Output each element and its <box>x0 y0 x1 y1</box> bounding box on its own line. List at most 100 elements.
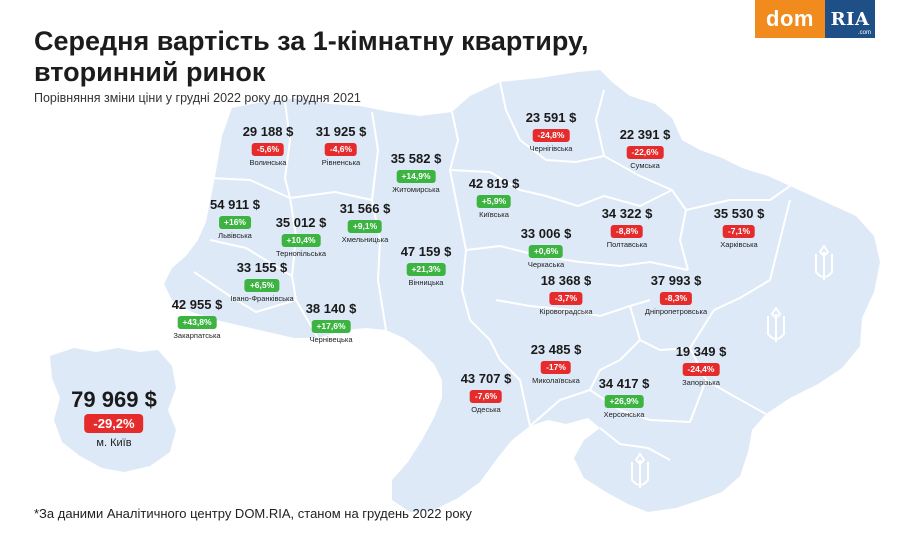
region-price: 42 955 $ <box>171 297 223 312</box>
region-volynska: 29 188 $ -5,6% Волинська <box>243 124 294 168</box>
region-price: 23 485 $ <box>530 342 582 357</box>
region-change-badge: -8,8% <box>610 225 644 238</box>
logo-ria: RIA .com <box>825 0 875 38</box>
region-price: 35 012 $ <box>275 215 327 230</box>
region-cherkaska: 33 006 $ +0,6% Черкаська <box>521 226 572 270</box>
logo-ria-text: RIA <box>830 8 870 30</box>
region-change-badge: +21,3% <box>406 263 446 276</box>
kyiv-city-shape <box>50 348 176 472</box>
page-title: Середня вартість за 1-кімнатну квартиру,… <box>34 26 594 88</box>
region-name: Дніпропетровська <box>644 307 708 316</box>
region-price: 42 819 $ <box>468 176 520 191</box>
region-name: Львівська <box>218 231 252 240</box>
region-name: Київська <box>479 210 509 219</box>
region-change-badge: +10,4% <box>281 234 321 247</box>
region-price: 31 925 $ <box>315 124 367 139</box>
region-odeska: 43 707 $ -7,6% Одеська <box>461 371 512 415</box>
region-mykolaivska: 23 485 $ -17% Миколаївська <box>531 342 582 386</box>
region-zhytomyrska: 35 582 $ +14,9% Житомирська <box>391 151 442 195</box>
region-name: Закарпатська <box>173 331 221 340</box>
region-name: Волинська <box>249 158 287 167</box>
region-name: Тернопільська <box>275 249 327 258</box>
region-name: Вінницька <box>408 278 444 287</box>
region-change-badge: -3,7% <box>549 292 583 305</box>
region-khersonska: 34 417 $ +26,9% Херсонська <box>599 376 650 420</box>
region-zaporizka: 19 349 $ -24,4% Запорізька <box>676 344 727 388</box>
region-name: Чернівецька <box>309 335 353 344</box>
region-ternopilska: 35 012 $ +10,4% Тернопільська <box>276 215 327 259</box>
region-change-badge: -24,8% <box>532 129 570 142</box>
region-price: 31 566 $ <box>339 201 391 216</box>
region-change-badge: -7,6% <box>469 390 503 403</box>
region-change-badge: -17% <box>541 361 571 374</box>
region-khmelnytska: 31 566 $ +9,1% Хмельницька <box>340 201 391 245</box>
region-change-badge: -7,1% <box>722 225 756 238</box>
region-change-badge: -22,6% <box>626 146 664 159</box>
region-kyivska: 42 819 $ +5,9% Київська <box>469 176 520 220</box>
region-name: Івано-Франківська <box>230 294 294 303</box>
region-change-badge: +16% <box>219 216 251 229</box>
region-price: 18 368 $ <box>540 273 592 288</box>
region-chernivetska: 38 140 $ +17,6% Чернівецька <box>306 301 357 345</box>
region-kharkivska: 35 530 $ -7,1% Харківська <box>714 206 765 250</box>
region-price: 23 591 $ <box>525 110 577 125</box>
region-name: Черкаська <box>527 260 565 269</box>
region-change-badge: -24,4% <box>682 363 720 376</box>
region-price: 38 140 $ <box>305 301 357 316</box>
region-name: м. Київ <box>96 437 132 449</box>
region-price: 33 006 $ <box>520 226 572 241</box>
region-name: Харківська <box>720 240 758 249</box>
region-rivnenska: 31 925 $ -4,6% Рівненська <box>316 124 367 168</box>
logo-dom: dom <box>755 0 825 38</box>
region-name: Рівненська <box>321 158 361 167</box>
region-price: 22 391 $ <box>619 127 671 142</box>
region-change-badge: +43,8% <box>177 316 217 329</box>
page-subtitle: Порівняння зміни ціни у грудні 2022 року… <box>34 91 361 105</box>
region-price: 29 188 $ <box>242 124 294 139</box>
trident-icon <box>767 306 785 342</box>
region-change-badge: -8,3% <box>659 292 693 305</box>
region-change-badge: +0,6% <box>528 245 564 258</box>
region-price: 47 159 $ <box>400 244 452 259</box>
region-name: Хмельницька <box>341 235 389 244</box>
trident-icon <box>631 452 649 488</box>
region-name: Запорізька <box>682 378 720 387</box>
region-chernihivska: 23 591 $ -24,8% Чернігівська <box>526 110 577 154</box>
region-price: 54 911 $ <box>210 197 260 212</box>
region-change-badge: -4,6% <box>324 143 358 156</box>
dom-ria-logo[interactable]: dom RIA .com <box>755 0 875 38</box>
region-price: 35 582 $ <box>390 151 442 166</box>
region-borders <box>193 81 791 461</box>
region-change-badge: -5,6% <box>251 143 285 156</box>
region-change-badge: +26,9% <box>604 395 644 408</box>
region-name: Чернігівська <box>529 144 573 153</box>
region-change-badge: -29,2% <box>84 414 144 433</box>
region-kyiv-city: 79 969 $ -29,2% м. Київ <box>71 387 157 450</box>
region-kirovohradska: 18 368 $ -3,7% Кіровоградська <box>539 273 592 317</box>
region-change-badge: +9,1% <box>347 220 383 233</box>
region-zakarpatska: 42 955 $ +43,8% Закарпатська <box>172 297 223 341</box>
region-name: Житомирська <box>392 185 440 194</box>
trident-icon <box>815 244 833 280</box>
ukraine-outline <box>164 70 880 512</box>
region-name: Полтавська <box>606 240 648 249</box>
region-sumska: 22 391 $ -22,6% Сумська <box>620 127 671 171</box>
trident-icons <box>631 244 833 488</box>
region-name: Сумська <box>630 161 660 170</box>
region-price: 35 530 $ <box>713 206 765 221</box>
region-price: 33 155 $ <box>236 260 288 275</box>
logo-com-text: .com <box>857 30 871 36</box>
region-name: Кіровоградська <box>539 307 593 316</box>
region-ivano-frankivska: 33 155 $ +6,5% Івано-Франківська <box>230 260 293 304</box>
region-price: 37 993 $ <box>650 273 702 288</box>
region-vinnytska: 47 159 $ +21,3% Вінницька <box>401 244 452 288</box>
region-name: Херсонська <box>603 410 645 419</box>
region-change-badge: +14,9% <box>396 170 436 183</box>
region-price: 79 969 $ <box>71 387 157 412</box>
title-line-2: вторинний ринок <box>34 57 266 87</box>
source-footnote: *За даними Аналітичного центру DOM.RIA, … <box>34 506 472 521</box>
region-change-badge: +5,9% <box>476 195 512 208</box>
region-price: 34 322 $ <box>601 206 653 221</box>
region-poltavska: 34 322 $ -8,8% Полтавська <box>602 206 653 250</box>
